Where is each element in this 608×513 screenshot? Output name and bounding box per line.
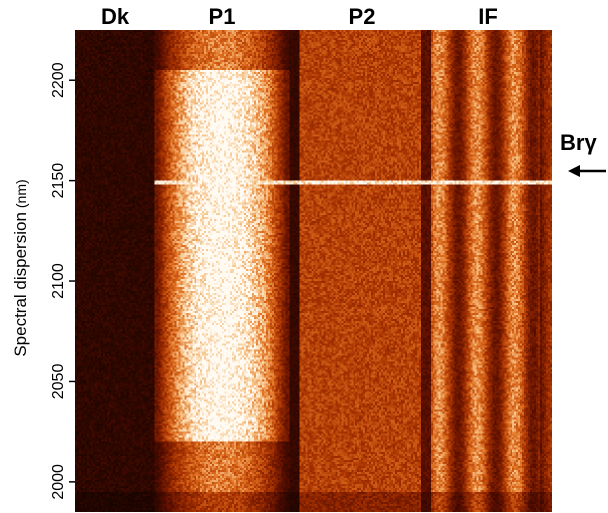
y-axis-title: Spectral dispersion (nm) — [11, 179, 30, 356]
heatmap-pixels — [75, 30, 552, 512]
y-axis-label: Spectral dispersion — [11, 212, 30, 357]
column-labels: Dk P1 P2 IF — [101, 4, 498, 29]
y-tick-label: 2200 — [50, 62, 67, 98]
column-label-if: IF — [478, 4, 498, 29]
bry-annotation: Brγ — [560, 130, 606, 177]
y-axis: 2000 2050 2100 2150 2200 — [50, 62, 75, 500]
y-tick-label: 2100 — [50, 263, 67, 299]
y-tick-label: 2000 — [50, 464, 67, 500]
bry-label: Brγ — [560, 130, 597, 155]
bry-arrow-icon — [568, 165, 606, 177]
y-tick-label: 2150 — [50, 163, 67, 199]
heatmap-image — [75, 30, 552, 512]
column-label-dk: Dk — [101, 4, 130, 29]
y-axis-unit: (nm) — [13, 179, 29, 208]
column-label-p1: P1 — [209, 4, 236, 29]
column-label-p2: P2 — [349, 4, 376, 29]
y-tick-label: 2050 — [50, 364, 67, 400]
